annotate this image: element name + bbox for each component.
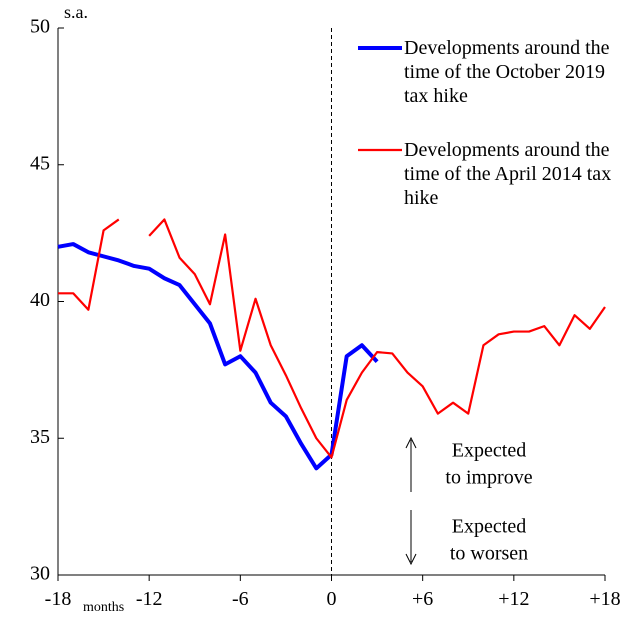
annotation: to worsen: [450, 543, 528, 565]
legend-label: Developments around the time of the Octo…: [404, 37, 610, 107]
arrow-head: [405, 553, 417, 566]
x-tick-label: +18: [589, 588, 620, 610]
x-tick-label: 0: [327, 588, 337, 610]
x-tick-label: +12: [498, 588, 529, 610]
arrow-head: [405, 436, 417, 449]
annotation: Expected: [452, 516, 526, 538]
series-line: [148, 218, 606, 459]
y-unit: s.a.: [64, 2, 88, 22]
y-tick-label: 30: [30, 563, 50, 585]
x-tick-label: -6: [232, 588, 249, 610]
x-tick-label: -18: [45, 588, 72, 610]
series-line: [58, 218, 120, 311]
annotation: to improve: [445, 467, 532, 489]
y-tick-label: 50: [30, 16, 50, 38]
y-tick-label: 35: [30, 426, 50, 448]
y-tick-label: 45: [30, 152, 50, 174]
x-tick-label: -12: [136, 588, 163, 610]
annotation: Expected: [452, 440, 526, 462]
x-tick-label: +6: [412, 588, 433, 610]
legend-label: Developments around the time of the Apri…: [404, 139, 612, 209]
series-line: [57, 242, 379, 471]
y-tick-label: 40: [30, 289, 50, 311]
x-unit: months: [83, 600, 124, 615]
